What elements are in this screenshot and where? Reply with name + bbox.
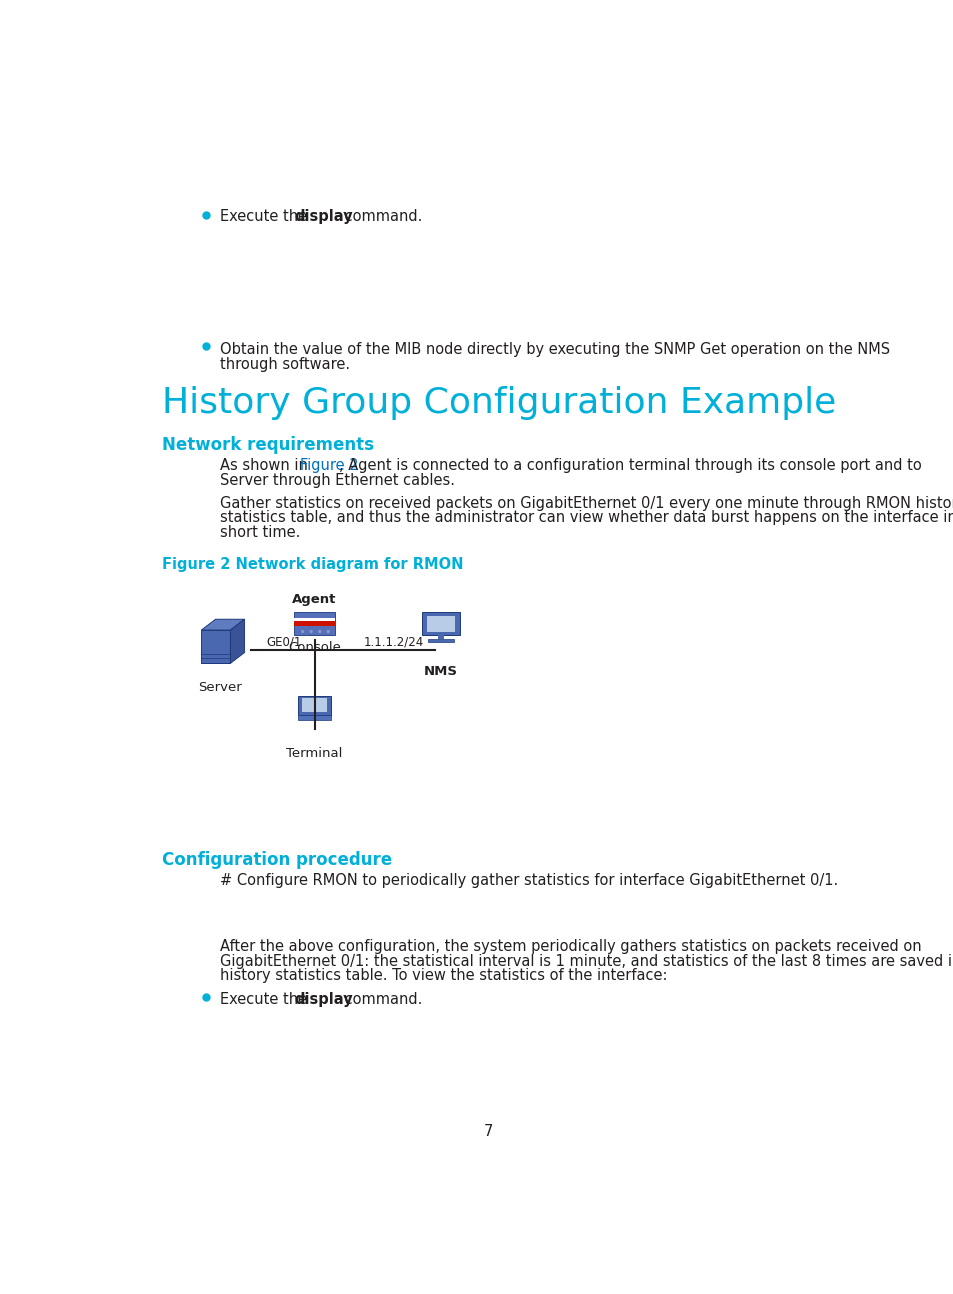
Text: Figure 2: Figure 2 [299, 458, 358, 472]
Text: history statistics table. To view the statistics of the interface:: history statistics table. To view the st… [220, 968, 667, 983]
Text: NMS: NMS [423, 665, 457, 678]
Polygon shape [428, 638, 454, 642]
Text: 7: 7 [484, 1124, 493, 1139]
Text: Agent: Agent [292, 593, 336, 606]
Text: display: display [294, 992, 353, 1007]
Circle shape [317, 630, 321, 633]
Text: command.: command. [340, 210, 422, 224]
Text: Network requirements: Network requirements [162, 436, 374, 454]
Text: Execute the: Execute the [220, 992, 312, 1007]
Text: History Group Configuration Example: History Group Configuration Example [162, 387, 835, 421]
Text: After the above configuration, the system periodically gathers statistics on pac: After the above configuration, the syste… [220, 939, 921, 954]
Polygon shape [294, 621, 335, 626]
Polygon shape [426, 616, 455, 633]
Circle shape [326, 630, 330, 633]
Text: Terminal: Terminal [286, 747, 342, 760]
Polygon shape [294, 612, 335, 635]
Polygon shape [437, 635, 443, 638]
Text: Configuration procedure: Configuration procedure [162, 851, 392, 870]
Text: Figure 2 Network diagram for RMON: Figure 2 Network diagram for RMON [162, 558, 463, 572]
Polygon shape [201, 620, 244, 630]
Text: As shown in: As shown in [220, 458, 313, 472]
Polygon shape [421, 612, 459, 635]
Polygon shape [302, 699, 327, 713]
Text: Gather statistics on received packets on GigabitEthernet 0/1 every one minute th: Gather statistics on received packets on… [220, 496, 953, 511]
Text: short time.: short time. [220, 525, 300, 540]
Text: display: display [294, 210, 353, 224]
Text: command.: command. [340, 992, 422, 1007]
Text: statistics table, and thus the administrator can view whether data burst happens: statistics table, and thus the administr… [220, 510, 953, 525]
Polygon shape [294, 619, 335, 621]
Text: Console: Console [288, 641, 340, 655]
Circle shape [309, 630, 313, 633]
Text: Obtain the value of the MIB node directly by executing the SNMP Get operation on: Obtain the value of the MIB node directl… [220, 343, 889, 357]
Text: GE0/1: GE0/1 [266, 635, 301, 648]
Text: 1.1.1.2/24: 1.1.1.2/24 [364, 635, 424, 648]
Text: , Agent is connected to a configuration terminal through its console port and to: , Agent is connected to a configuration … [338, 458, 921, 472]
Polygon shape [201, 630, 231, 664]
Text: through software.: through software. [220, 357, 350, 371]
Text: Execute the: Execute the [220, 210, 312, 224]
Polygon shape [298, 696, 331, 714]
Text: GigabitEthernet 0/1: the statistical interval is 1 minute, and statistics of the: GigabitEthernet 0/1: the statistical int… [220, 954, 953, 969]
Polygon shape [298, 714, 331, 721]
Polygon shape [231, 620, 244, 664]
Text: Server through Ethernet cables.: Server through Ethernet cables. [220, 472, 455, 488]
Circle shape [301, 630, 304, 633]
Text: # Configure RMON to periodically gather statistics for interface GigabitEthernet: # Configure RMON to periodically gather … [220, 873, 838, 888]
Text: Server: Server [198, 681, 242, 694]
